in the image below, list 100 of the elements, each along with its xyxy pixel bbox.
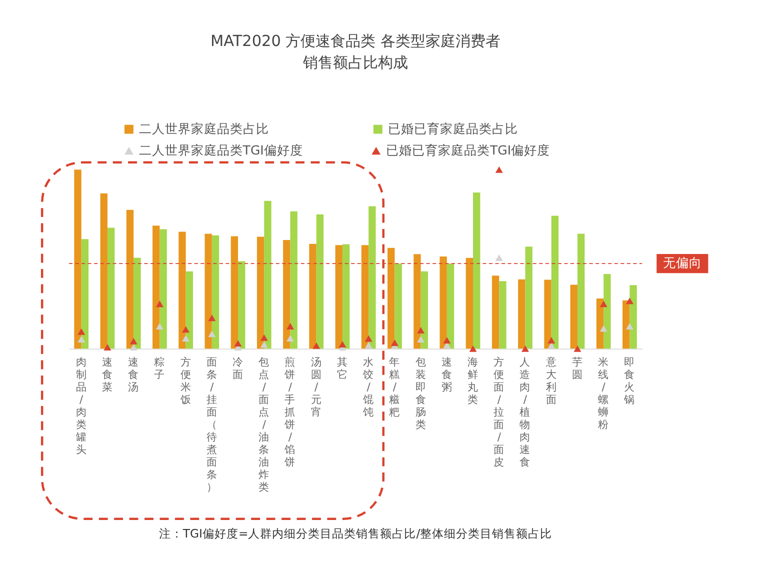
point xyxy=(495,254,503,261)
point xyxy=(130,338,138,344)
bar xyxy=(100,193,108,349)
x-tick-label: 包装即食肠类 xyxy=(415,355,426,431)
bar xyxy=(596,298,604,349)
bar xyxy=(316,214,324,349)
point xyxy=(104,344,112,350)
point xyxy=(130,344,138,350)
ref-line-label: 无偏向 xyxy=(662,255,702,270)
x-tick-label: 其它 xyxy=(336,355,348,381)
bar xyxy=(388,248,395,349)
point xyxy=(574,345,582,352)
bar xyxy=(283,240,290,349)
bar xyxy=(81,239,89,349)
bar xyxy=(577,234,585,349)
bar xyxy=(525,246,532,349)
point xyxy=(286,335,294,342)
x-tick-label: 速食汤 xyxy=(128,355,140,394)
x-tick-label: 米线/螺蛳粉 xyxy=(598,355,610,431)
x-tick-label: 水饺/馄饨 xyxy=(362,355,374,418)
bar xyxy=(342,244,350,349)
point xyxy=(600,300,608,308)
bar xyxy=(492,276,500,349)
category-label: 人造肉/植物肉速食 xyxy=(520,355,531,469)
x-tick-label: 意大利面 xyxy=(544,355,557,406)
point xyxy=(521,345,529,352)
point xyxy=(156,300,164,308)
point xyxy=(390,340,398,346)
bar xyxy=(551,216,559,349)
bar xyxy=(570,284,578,349)
bar xyxy=(440,256,447,349)
point xyxy=(208,314,216,322)
x-tick-label: 肉制品/肉类罐头 xyxy=(76,355,87,456)
x-tick-label: 汤圆/元宵 xyxy=(310,355,322,418)
point xyxy=(182,326,190,333)
point xyxy=(182,335,190,342)
bar xyxy=(361,245,369,349)
point xyxy=(600,325,608,332)
bar xyxy=(473,192,480,349)
bar xyxy=(256,236,264,349)
point xyxy=(260,341,268,348)
point xyxy=(78,336,86,342)
x-tick-label: 海鲜丸类 xyxy=(468,355,479,406)
bar xyxy=(178,232,186,349)
legend-label: 二人世界家庭品类占比 xyxy=(138,120,269,136)
point xyxy=(338,340,346,348)
x-tick-label: 年糕/糍粑 xyxy=(389,355,400,418)
bar xyxy=(466,258,474,349)
bar xyxy=(74,170,82,349)
point xyxy=(495,166,503,173)
x-tick-label: 速食粥 xyxy=(441,355,452,394)
bar xyxy=(204,234,212,349)
bar xyxy=(414,254,421,349)
point xyxy=(417,326,425,334)
point xyxy=(364,342,372,348)
point xyxy=(312,342,320,349)
bar xyxy=(309,244,316,349)
x-tick-label: 即食火锅 xyxy=(623,355,636,406)
bar xyxy=(238,261,246,349)
point xyxy=(443,337,451,344)
legend-label: 二人世界家庭品类TGI偏好度 xyxy=(138,142,303,158)
point xyxy=(417,336,425,342)
point xyxy=(548,337,556,344)
text: 注：TGI偏好度=人群内细分类目品类销售额占比/整体细分类目销售额占比 xyxy=(158,526,552,541)
bar xyxy=(126,210,134,349)
bar xyxy=(290,211,298,349)
bar xyxy=(394,264,402,349)
x-tick-label: 芋圆 xyxy=(572,355,583,381)
point xyxy=(469,345,477,352)
bar xyxy=(630,285,637,349)
bar xyxy=(518,279,526,349)
bar xyxy=(544,280,552,349)
bar xyxy=(604,274,611,349)
point xyxy=(234,340,242,347)
point xyxy=(364,335,372,342)
point xyxy=(208,330,216,338)
x-tick-label: 粽子 xyxy=(154,355,166,381)
bar xyxy=(107,228,115,349)
point xyxy=(626,323,634,330)
point xyxy=(286,323,294,330)
legend-label: 已婚已育家庭品类TGI偏好度 xyxy=(386,142,550,158)
bar xyxy=(446,264,454,349)
bar xyxy=(212,235,220,349)
bar xyxy=(420,271,428,349)
bar xyxy=(499,281,506,349)
point xyxy=(156,323,164,330)
bar xyxy=(152,226,160,349)
bar xyxy=(230,236,238,349)
chart-title: MAT2020 方便速食品类 各类型家庭消费者销售额占比构成 xyxy=(210,32,501,72)
bar xyxy=(622,300,630,349)
point xyxy=(78,328,86,335)
category-label: 面条/挂面（待煮面条） xyxy=(206,355,218,494)
x-tick-label: 速食菜 xyxy=(102,355,113,394)
x-tick-label: 方便米饭 xyxy=(179,355,192,406)
category-label: 煎饼/手抓饼/馅饼 xyxy=(284,355,296,469)
bar xyxy=(186,271,193,349)
category-label: 包点/面点/油条油炸类 xyxy=(258,355,270,494)
point xyxy=(260,334,268,341)
bar xyxy=(160,229,167,349)
category-label: 方便面/拉面/面皮 xyxy=(494,355,505,469)
